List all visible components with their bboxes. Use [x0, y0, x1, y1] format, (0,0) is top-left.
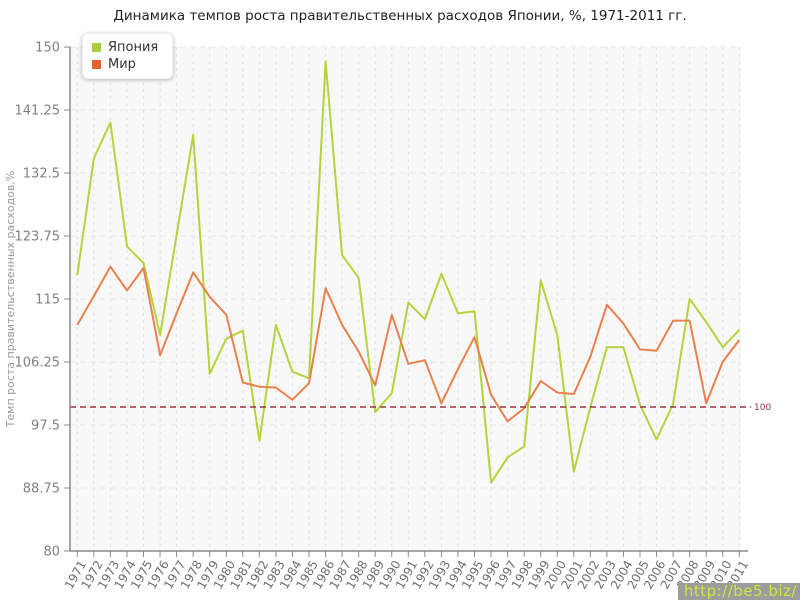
series-line-japan: [76, 60, 741, 484]
svg-text:97.5: 97.5: [31, 419, 60, 434]
watermark-url: http://be5.biz/: [677, 583, 800, 600]
svg-text:80: 80: [43, 545, 60, 560]
series-line-world: [76, 265, 741, 423]
legend-item-world[interactable]: Мир: [92, 56, 158, 73]
svg-text:132.5: 132.5: [23, 167, 60, 182]
svg-text:106.25: 106.25: [15, 356, 61, 371]
y-axis-labels: 80 88.75 97.5 106.25 115 123.75 132.5 141.25 150: [15, 41, 70, 560]
legend-item-label: Япония: [108, 40, 159, 55]
legend-item-japan[interactable]: Япония: [92, 39, 158, 56]
world-series-swatch-icon: [92, 60, 101, 69]
y-axis-title: Темп роста правительственных расходов,%: [4, 171, 17, 429]
legend-item-label: Мир: [108, 57, 136, 72]
svg-text:141.25: 141.25: [15, 104, 61, 119]
svg-text:150: 150: [35, 41, 60, 56]
svg-text:88.75: 88.75: [23, 482, 60, 497]
vertical-gridlines: [76, 47, 740, 551]
chart-title: Динамика темпов роста правительственных …: [113, 8, 687, 24]
svg-text:123.75: 123.75: [15, 230, 61, 245]
japan-series-swatch-icon: [92, 43, 101, 52]
svg-text:115: 115: [35, 293, 60, 308]
x-axis-labels: 1971197219731974197519761977197819791980…: [62, 551, 751, 591]
chart-legend: Япония Мир: [82, 33, 174, 79]
reference-line-label: 100: [754, 403, 771, 413]
